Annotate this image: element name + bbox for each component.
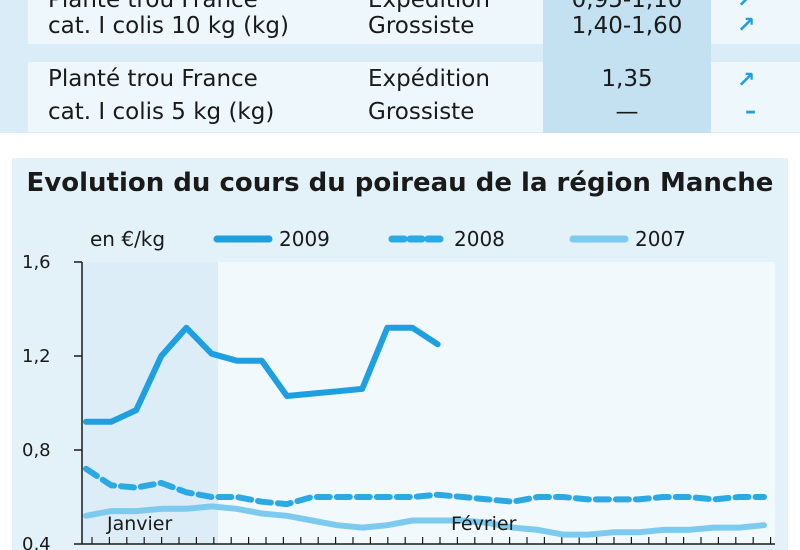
y-tick-label: 1,6 [22,252,51,273]
row-2-product-line-2: cat. I colis 5 kg (kg) [48,99,275,125]
row-1-price-1: 0,95-1,10 [571,0,683,13]
row-1-stage-1: Expédition [368,0,490,13]
y-tick-label: 1,2 [22,346,51,367]
trend-up-icon: ↗ [737,13,756,38]
series-line-2009 [83,324,441,425]
trend-up-icon: ↗ [737,68,756,93]
trend-up-icon: ↗ [737,0,756,13]
unit-label: en €/kg [90,227,165,251]
month-label: Janvier [106,513,173,535]
january-band [82,262,218,544]
legend-label-2009: 2009 [279,227,330,251]
trend-flat-icon: – [745,99,756,124]
row-2-price-1: 1,35 [601,66,653,92]
chart-title: Evolution du cours du poireau de la régi… [26,168,774,198]
row-2-stage-2: Grossiste [368,99,475,125]
row-1-price-2: 1,40-1,60 [571,13,683,39]
legend-label-2008: 2008 [454,227,505,251]
series-line-2007 [83,503,767,538]
row-1-product-line-1: Planté trou France [48,0,258,13]
price-column [543,0,711,133]
month-label: Février [451,513,517,535]
y-tick-label: 0,8 [22,440,51,461]
row-1-stage-2: Grossiste [368,13,475,39]
row-2-price-2: — [615,99,639,125]
row-1-product-line-2: cat. I colis 10 kg (kg) [48,13,289,39]
row-2-stage-1: Expédition [368,66,490,92]
y-tick-label: 0,4 [22,534,51,550]
price-table: Planté trou France cat. I colis 10 kg (k… [0,0,800,133]
legend-label-2007: 2007 [635,227,686,251]
row-2-product-line-1: Planté trou France [48,66,258,92]
series-line-2008 [83,465,767,508]
